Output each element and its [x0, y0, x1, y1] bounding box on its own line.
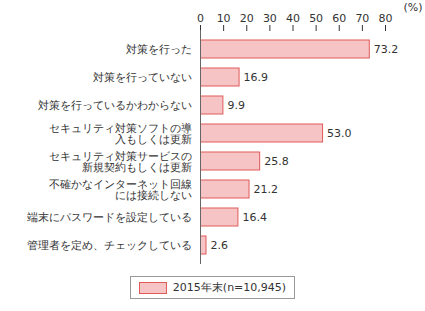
svg-text:端末にパスワードを設定している: 端末にパスワードを設定している [27, 211, 192, 224]
svg-text:セキュリティ対策ソフトの導入もしくは更新: セキュリティ対策ソフトの導入もしくは更新 [49, 122, 192, 146]
svg-text:53.0: 53.0 [327, 127, 352, 140]
svg-text:(%): (%) [403, 1, 422, 14]
svg-text:セキュリティ対策サービスの新規契約もしくは更新: セキュリティ対策サービスの新規契約もしくは更新 [49, 150, 192, 174]
svg-text:50: 50 [309, 12, 323, 25]
svg-text:不確かなインターネット回線には接続しない: 不確かなインターネット回線には接続しない [49, 178, 192, 202]
svg-text:対策を行っているかわからない: 対策を行っているかわからない [38, 99, 192, 112]
svg-text:対策を行った: 対策を行った [126, 43, 192, 56]
svg-text:10: 10 [217, 12, 231, 25]
svg-text:60: 60 [332, 12, 346, 25]
svg-text:0: 0 [197, 12, 204, 25]
svg-text:16.4: 16.4 [242, 211, 266, 224]
svg-text:20: 20 [240, 12, 254, 25]
svg-text:管理者を定め、チェックしている: 管理者を定め、チェックしている [27, 239, 192, 252]
svg-text:80: 80 [379, 12, 393, 25]
svg-text:対策を行っていない: 対策を行っていない [93, 71, 192, 84]
svg-text:25.8: 25.8 [264, 155, 289, 168]
svg-text:40: 40 [286, 12, 300, 25]
svg-text:21.2: 21.2 [254, 183, 279, 196]
svg-text:2.6: 2.6 [211, 239, 229, 252]
svg-text:30: 30 [263, 12, 277, 25]
svg-text:73.2: 73.2 [374, 43, 399, 56]
svg-text:16.9: 16.9 [244, 71, 268, 84]
svg-text:70: 70 [355, 12, 369, 25]
html-text:2015年末(n=10,945): 2015年末(n=10,945) [172, 281, 287, 294]
svg-text:9.9: 9.9 [227, 99, 245, 112]
